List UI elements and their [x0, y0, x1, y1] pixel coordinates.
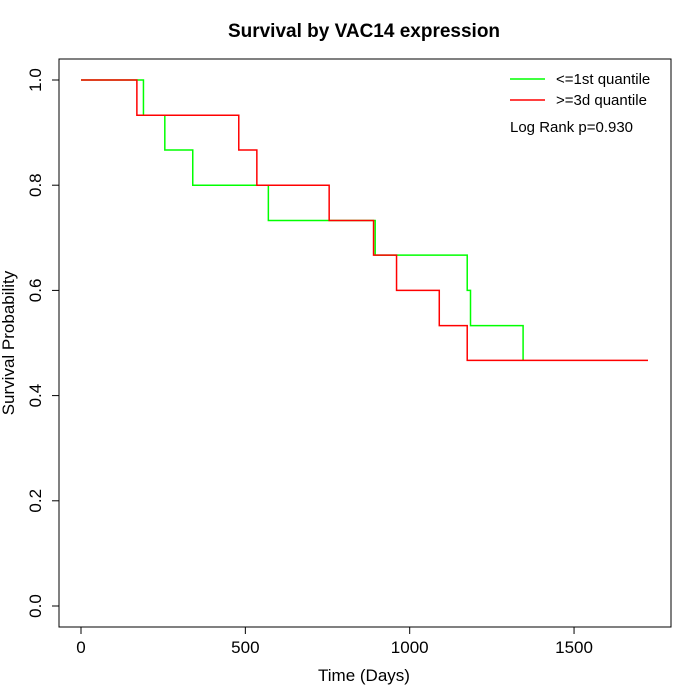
series-line-low-quantile: [81, 79, 524, 361]
x-axis: 0 500 1000 1500: [76, 626, 593, 657]
series-layer: [81, 79, 648, 362]
y-tick-label: 0.6: [26, 279, 45, 303]
y-tick-label: 0.8: [26, 173, 45, 197]
legend: <=1st quantile >=3d quantile: [510, 71, 650, 109]
y-axis-label: Survival Probability: [0, 270, 18, 415]
x-tick-label: 1000: [391, 638, 429, 657]
plot-frame: [58, 58, 672, 628]
x-tick-label: 1500: [555, 638, 593, 657]
legend-label-low: <=1st quantile: [556, 71, 650, 88]
x-tick-label: 0: [76, 638, 85, 657]
x-axis-label: Time (Days): [318, 666, 410, 685]
log-rank-annotation: Log Rank p=0.930: [510, 119, 633, 136]
y-axis: 0.0 0.2 0.4 0.6 0.8 1.0: [26, 68, 60, 618]
series-line-high-quantile: [81, 79, 648, 362]
y-tick-label: 1.0: [26, 68, 45, 92]
legend-label-high: >=3d quantile: [556, 92, 647, 109]
chart-title: Survival by VAC14 expression: [228, 21, 500, 42]
y-tick-label: 0.2: [26, 489, 45, 513]
y-tick-label: 0.4: [26, 384, 45, 408]
y-tick-label: 0.0: [26, 594, 45, 618]
x-tick-label: 500: [231, 638, 259, 657]
